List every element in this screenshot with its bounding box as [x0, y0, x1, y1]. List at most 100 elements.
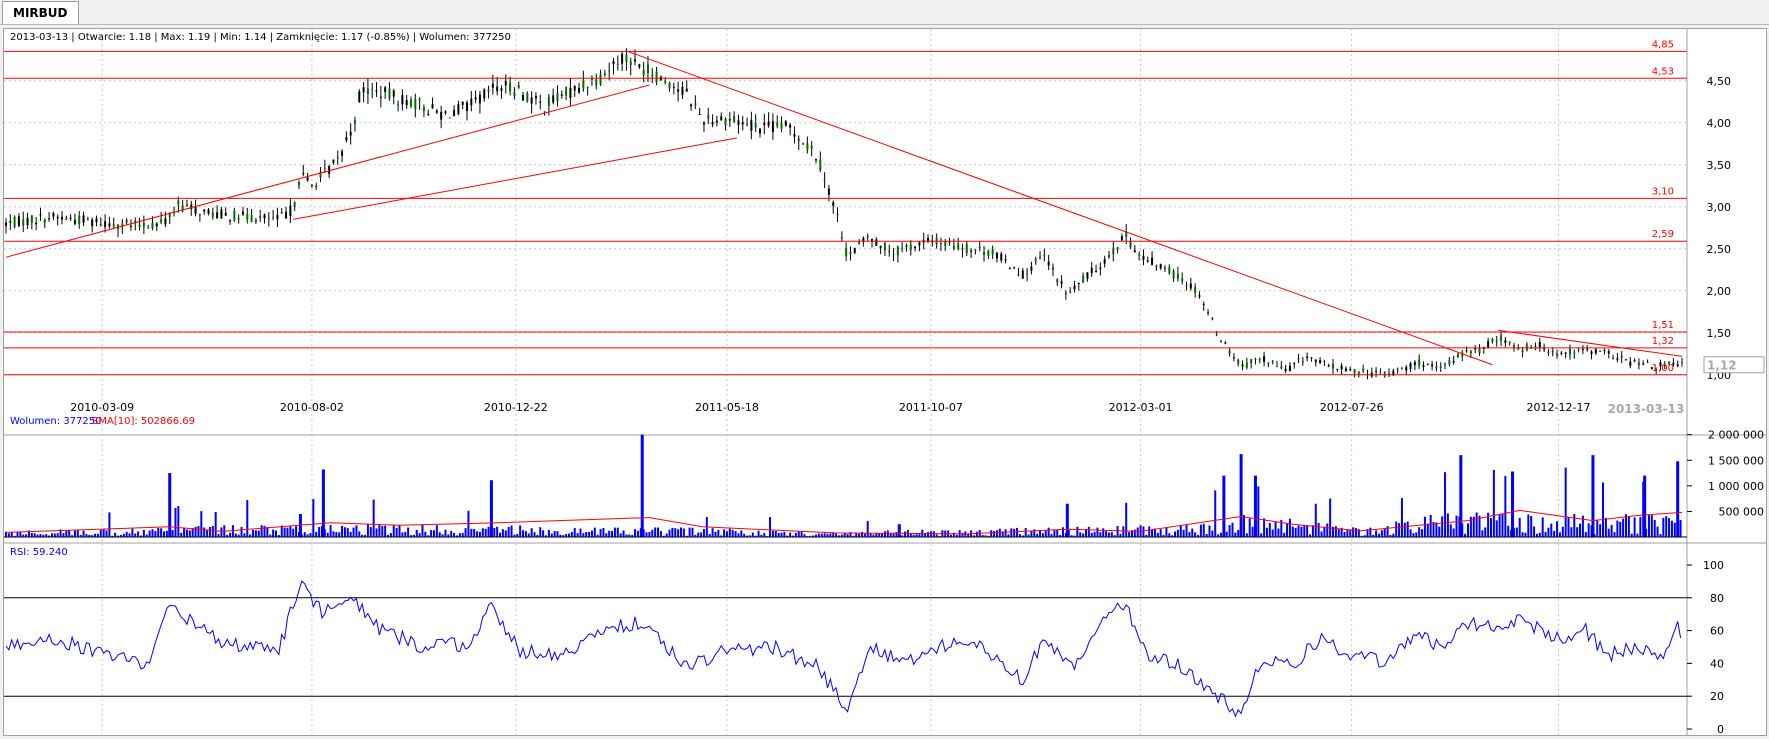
- candle-body: [832, 202, 835, 206]
- candle-body: [1418, 359, 1421, 366]
- candle-body: [1077, 283, 1080, 285]
- volume-bar: [895, 532, 898, 537]
- volume-bar: [1099, 532, 1102, 537]
- volume-bar: [553, 531, 556, 537]
- volume-bar: [869, 533, 872, 537]
- candle-body: [737, 120, 740, 125]
- volume-bar: [151, 529, 154, 537]
- candle-body: [1456, 353, 1459, 358]
- y-tick-label: 1 000 000: [1708, 480, 1764, 493]
- volume-bar: [455, 535, 458, 537]
- volume-bar: [1334, 526, 1337, 537]
- volume-bar: [94, 533, 97, 537]
- candle-body: [771, 121, 774, 132]
- volume-bar: [1633, 517, 1636, 537]
- volume-bar: [897, 524, 901, 537]
- candle-body: [155, 223, 158, 227]
- candle-body: [858, 241, 861, 244]
- volume-bar: [1039, 530, 1042, 537]
- candle-body: [177, 200, 180, 205]
- volume-bar: [912, 534, 915, 537]
- volume-bar: [343, 527, 346, 537]
- volume-bar: [952, 532, 955, 537]
- volume-bar: [588, 531, 591, 537]
- candle-body: [569, 87, 572, 99]
- volume-bar: [674, 528, 677, 537]
- candle-body: [1288, 365, 1291, 372]
- candle-body: [362, 87, 365, 93]
- volume-bar: [352, 527, 355, 537]
- candle-body: [1599, 350, 1602, 352]
- volume-bar: [96, 533, 99, 537]
- candle-body: [112, 223, 115, 227]
- volume-bar: [1326, 523, 1329, 537]
- volume-bar: [206, 530, 209, 537]
- candle-body: [1189, 283, 1192, 289]
- candle-body: [315, 185, 318, 188]
- volume-bar: [1136, 527, 1139, 537]
- volume-bar: [1145, 534, 1148, 537]
- candle-body: [621, 53, 624, 64]
- volume-bar: [1398, 523, 1401, 537]
- volume-bar: [1662, 517, 1665, 537]
- volume-bar: [938, 535, 941, 537]
- volume-bar: [1047, 527, 1050, 537]
- volume-bar: [1030, 531, 1033, 537]
- candle-body: [836, 214, 839, 216]
- volume-bar: [1263, 518, 1266, 537]
- candle-body: [1676, 364, 1679, 367]
- candle-body: [918, 242, 921, 246]
- volume-bar: [1547, 527, 1550, 537]
- volume-bar: [972, 535, 975, 537]
- volume-bar: [697, 532, 700, 537]
- volume-bar: [679, 527, 682, 537]
- volume-bar: [927, 532, 930, 537]
- chart-panel: 2013-03-13 | Otwarcie: 1.18 | Max: 1.19 …: [3, 28, 1767, 736]
- candle-body: [1543, 348, 1546, 350]
- candle-body: [289, 205, 292, 217]
- candle-body: [651, 74, 654, 77]
- volume-bar: [321, 469, 325, 537]
- volume-bar: [582, 533, 585, 537]
- volume-bar: [763, 532, 766, 537]
- volume-bar: [424, 531, 427, 537]
- y-tick-label: 80: [1710, 592, 1724, 605]
- volume-bar: [1475, 512, 1478, 537]
- volume-bar: [809, 535, 812, 537]
- volume-bar: [659, 531, 662, 537]
- candle-body: [332, 159, 335, 163]
- last-date-label: 2013-03-13: [1608, 402, 1685, 416]
- volume-bar: [840, 534, 843, 537]
- volume-bar: [1197, 534, 1200, 537]
- candle-body: [1219, 340, 1222, 342]
- volume-bar: [1366, 529, 1369, 537]
- volume-bar: [981, 534, 984, 537]
- candle-body: [823, 179, 826, 181]
- volume-bar: [837, 535, 840, 537]
- candle-body: [668, 82, 671, 89]
- candle-body: [1202, 303, 1205, 305]
- candle-body: [259, 216, 262, 218]
- candle-body: [99, 224, 102, 226]
- volume-bar: [1596, 519, 1599, 537]
- volume-bar: [369, 527, 372, 537]
- candle-body: [1043, 254, 1046, 256]
- volume-bar: [1156, 532, 1159, 537]
- volume-bar: [1567, 517, 1570, 537]
- candle-body: [1327, 365, 1330, 367]
- volume-bar: [381, 526, 384, 537]
- volume-bar: [59, 529, 62, 537]
- candle-body: [1650, 367, 1653, 370]
- candle-body: [1319, 360, 1322, 363]
- volume-bar: [105, 530, 108, 537]
- candle-body: [431, 104, 434, 109]
- volume-bar: [872, 534, 875, 537]
- candle-body: [207, 209, 210, 214]
- sma-line: [5, 509, 1683, 535]
- candle-body: [875, 239, 878, 246]
- candle-body: [1280, 366, 1283, 369]
- volume-bar: [389, 533, 392, 537]
- volume-bar: [134, 533, 137, 537]
- tab-mirbud[interactable]: MIRBUD: [2, 1, 79, 24]
- volume-bar: [280, 525, 283, 537]
